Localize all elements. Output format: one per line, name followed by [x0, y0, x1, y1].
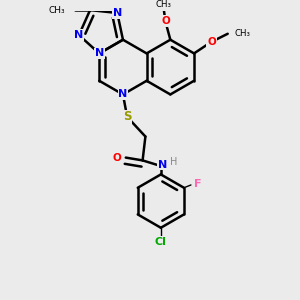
Text: S: S — [123, 110, 131, 123]
Text: Cl: Cl — [155, 237, 167, 247]
Text: N: N — [158, 160, 167, 170]
Text: F: F — [194, 178, 201, 189]
Text: O: O — [113, 153, 122, 163]
Text: O: O — [207, 37, 216, 47]
Text: N: N — [94, 48, 104, 59]
Text: O: O — [161, 16, 170, 26]
Text: N: N — [118, 89, 128, 99]
Text: CH₃: CH₃ — [235, 29, 251, 38]
Text: CH₃: CH₃ — [155, 0, 171, 9]
Text: N: N — [112, 8, 122, 18]
Text: N: N — [74, 30, 83, 40]
Text: CH₃: CH₃ — [48, 6, 65, 15]
Text: H: H — [170, 157, 177, 167]
